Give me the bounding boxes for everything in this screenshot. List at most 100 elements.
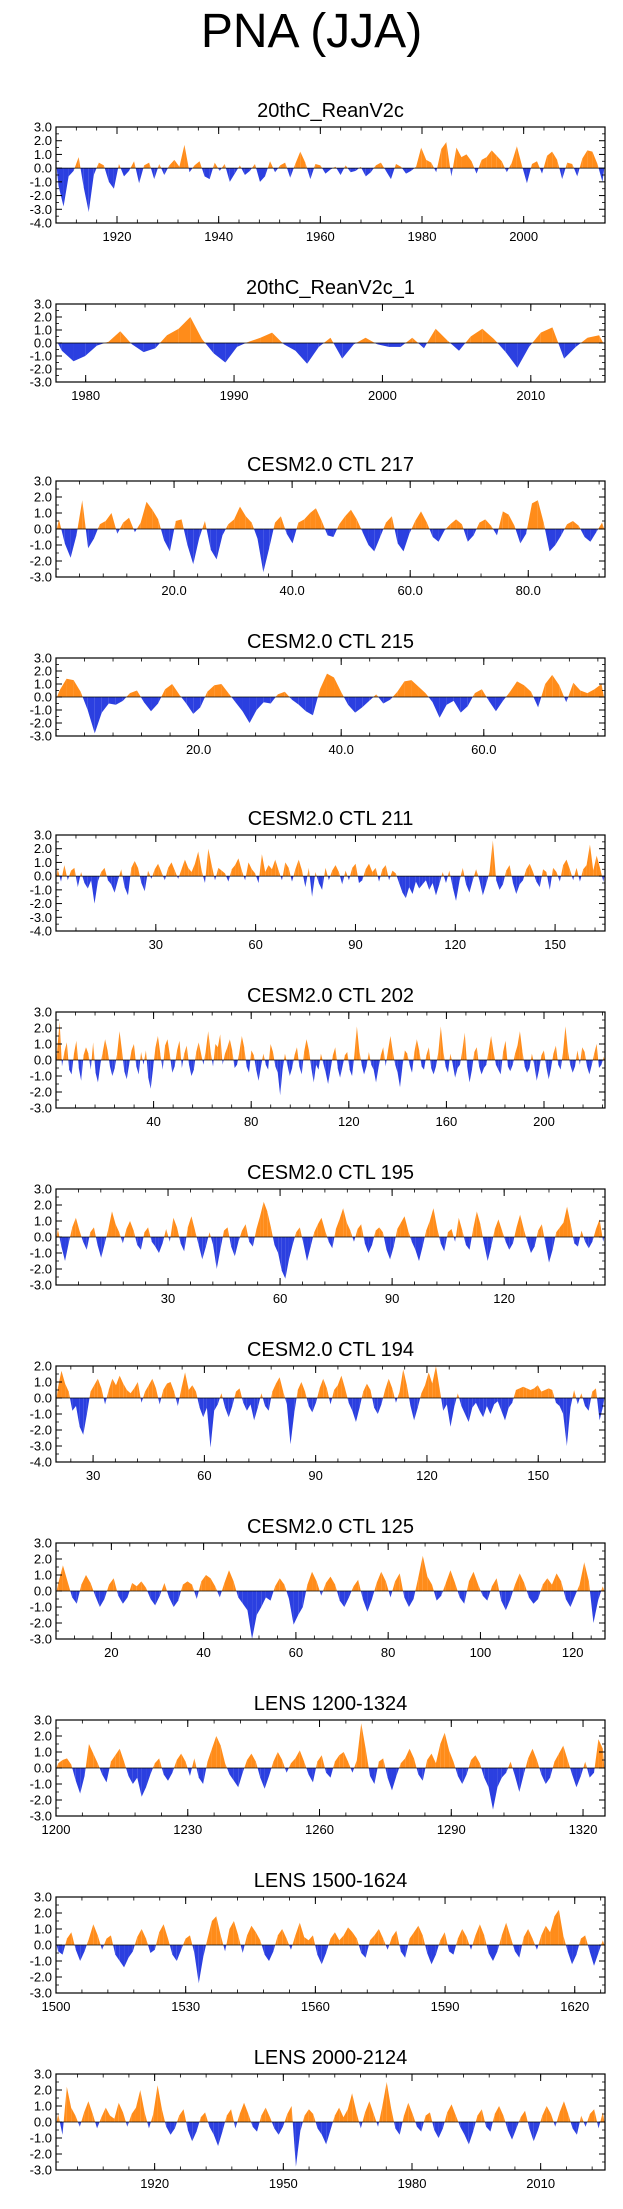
data-area <box>355 863 358 877</box>
data-area <box>265 1398 269 1411</box>
data-area <box>189 1060 192 1076</box>
data-area <box>174 1060 176 1067</box>
data-area <box>86 1398 90 1414</box>
data-area <box>111 513 116 529</box>
data-area <box>193 1060 196 1070</box>
data-area <box>383 1758 386 1768</box>
y-tick-label: 1.0 <box>34 1375 52 1390</box>
data-area <box>187 2122 193 2142</box>
data-area <box>361 1723 366 1768</box>
data-area <box>143 1060 145 1065</box>
data-area <box>306 1039 309 1060</box>
data-area <box>88 1053 90 1060</box>
data-area <box>579 1393 582 1398</box>
data-area <box>117 1031 120 1060</box>
data-area <box>170 1060 173 1073</box>
data-area <box>486 1945 489 1953</box>
data-area <box>131 343 144 353</box>
data-area <box>237 1052 240 1060</box>
data-area <box>58 168 64 207</box>
data-area <box>572 1060 576 1073</box>
data-area <box>264 1945 270 1961</box>
data-area <box>239 506 246 529</box>
data-area <box>575 1591 577 1596</box>
data-area <box>145 1050 147 1060</box>
data-area <box>339 2107 344 2122</box>
data-area <box>228 693 232 697</box>
data-area <box>602 522 605 529</box>
y-tick-label: 0.0 <box>34 1938 52 1953</box>
data-area <box>585 2122 588 2127</box>
data-area <box>62 2122 64 2135</box>
data-area <box>166 328 179 343</box>
data-area <box>360 1060 362 1065</box>
data-area <box>479 1763 482 1768</box>
data-area <box>235 1388 240 1398</box>
data-area <box>161 872 164 877</box>
data-area <box>120 331 131 343</box>
data-area <box>256 1216 261 1237</box>
data-area <box>330 1576 336 1591</box>
data-area <box>427 1576 432 1591</box>
data-area <box>73 1053 74 1060</box>
data-area <box>601 1060 603 1065</box>
data-area <box>498 511 503 529</box>
data-area <box>144 876 148 892</box>
data-area <box>56 1229 58 1237</box>
data-area <box>76 529 78 536</box>
data-area <box>66 1758 72 1768</box>
data-area <box>488 1036 492 1060</box>
data-area <box>560 1060 562 1070</box>
data-area <box>263 1053 265 1060</box>
data-area <box>273 1945 276 1952</box>
data-area <box>388 1378 393 1398</box>
data-area <box>260 1060 263 1067</box>
data-area <box>335 1584 337 1591</box>
data-area <box>257 2122 260 2132</box>
data-area <box>425 1372 429 1398</box>
data-area <box>244 1760 248 1768</box>
data-area <box>409 529 412 534</box>
data-area <box>72 1217 76 1237</box>
data-area <box>368 529 375 552</box>
data-area <box>320 1053 323 1060</box>
data-area <box>383 697 391 704</box>
data-area <box>383 1237 387 1250</box>
y-tick-label: -2.0 <box>30 554 52 569</box>
data-area <box>229 168 235 182</box>
data-area <box>427 328 436 343</box>
data-area <box>334 677 342 697</box>
data-area <box>445 1060 448 1073</box>
data-area <box>289 1060 293 1076</box>
data-area <box>432 876 436 896</box>
data-area <box>403 1591 405 1598</box>
data-area <box>262 1053 264 1060</box>
data-area <box>526 168 531 184</box>
x-tick-label: 1560 <box>301 1999 330 2014</box>
data-area <box>588 1581 590 1591</box>
data-area <box>101 697 109 713</box>
data-area <box>260 1201 264 1237</box>
data-area <box>261 1591 266 1607</box>
data-area <box>229 1237 232 1247</box>
data-area <box>186 1045 189 1060</box>
data-area <box>580 1230 582 1237</box>
data-area <box>295 859 299 877</box>
data-area <box>80 1945 85 1961</box>
data-area <box>392 1388 395 1398</box>
data-area <box>296 1227 300 1237</box>
data-area <box>588 1398 592 1411</box>
data-area <box>189 1935 193 1945</box>
chart-panel-6: CESM2.0 CTL 2023.02.01.00.0-1.0-2.0-3.04… <box>30 985 606 1129</box>
data-area <box>546 872 548 877</box>
data-area <box>83 1398 87 1435</box>
data-area <box>224 1570 230 1591</box>
data-area <box>359 2122 361 2129</box>
data-area <box>79 2122 82 2127</box>
data-area <box>123 168 130 177</box>
data-area <box>114 2102 119 2122</box>
data-area <box>353 1237 356 1242</box>
data-area <box>161 168 165 175</box>
data-area <box>506 865 510 877</box>
y-tick-label: -1.0 <box>30 1246 52 1261</box>
